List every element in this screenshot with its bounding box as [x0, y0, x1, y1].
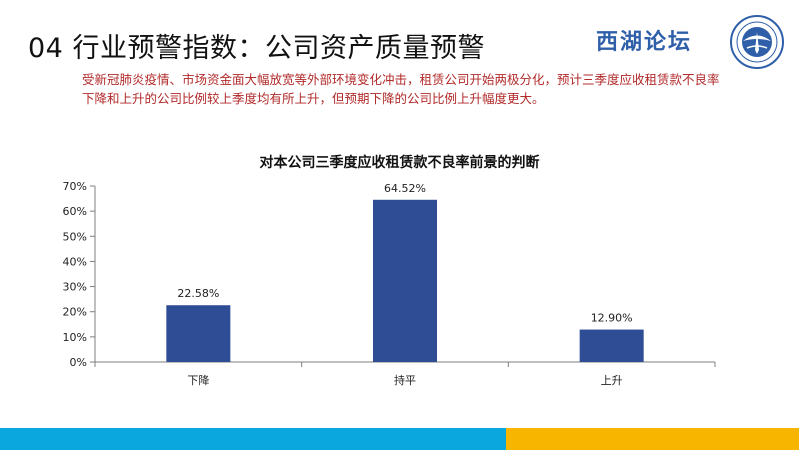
chart-title: 对本公司三季度应收租赁款不良率前景的判断 — [259, 155, 540, 171]
bar-value-label: 22.58% — [177, 287, 219, 300]
y-tick-label: 20% — [63, 306, 87, 319]
page-title: 04 行业预警指数：公司资产质量预警 — [28, 33, 485, 64]
bar — [579, 329, 644, 362]
bar-chart: 0% 10% 20% 30% 40% 50% 60% 70% 22.58% 下降 64.52% 持平 1… — [63, 180, 716, 387]
bar — [373, 199, 437, 362]
y-tick-label: 60% — [63, 205, 87, 218]
x-category-label: 上升 — [601, 374, 623, 387]
bar-value-label: 12.90% — [591, 312, 633, 325]
y-tick-label: 0% — [70, 356, 87, 369]
y-tick-label: 30% — [63, 281, 87, 294]
x-category-label: 下降 — [187, 373, 209, 387]
bar — [166, 305, 231, 362]
footer-band-blue — [0, 428, 506, 450]
x-category-label: 持平 — [394, 373, 416, 387]
bar-value-label: 64.52% — [384, 182, 426, 195]
page-subtitle: 受新冠肺炎疫情、市场资金面大幅放宽等外部环境变化冲击，租赁公司开始两极分化，预计… — [82, 72, 720, 106]
brand-name: 西湖论坛 — [596, 29, 693, 55]
y-tick-label: 10% — [63, 331, 87, 344]
emblem-logo-icon — [730, 15, 784, 69]
y-tick-label: 70% — [63, 180, 87, 193]
y-tick-label: 50% — [63, 230, 87, 243]
footer-band-yellow — [506, 428, 799, 450]
y-tick-label: 40% — [63, 255, 87, 268]
